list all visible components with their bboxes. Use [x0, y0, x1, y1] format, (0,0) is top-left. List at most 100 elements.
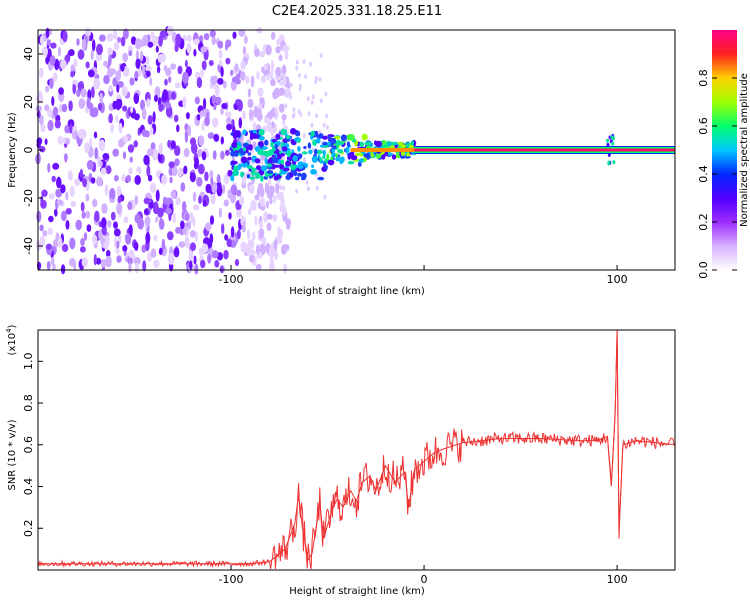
- cluster-blob: [246, 165, 253, 170]
- noise-blob: [189, 172, 196, 183]
- cluster-blob: [355, 152, 361, 157]
- spec-y-tick-label: 40: [22, 47, 35, 61]
- noise-blob: [162, 196, 168, 205]
- noise-blob: [118, 122, 123, 134]
- noise-blob: [286, 220, 291, 230]
- noise-blob: [112, 148, 119, 157]
- noise-blob: [184, 59, 188, 68]
- noise-blob: [214, 84, 220, 97]
- cluster-blob: [297, 139, 301, 144]
- noise-blob: [116, 202, 123, 215]
- cluster-blob: [259, 175, 264, 182]
- cluster-blob: [333, 135, 341, 140]
- cluster-blob: [330, 137, 337, 145]
- noise-blob: [194, 96, 200, 105]
- noise-blob: [60, 184, 66, 194]
- noise-blob: [277, 226, 281, 235]
- cluster-blob: [301, 172, 307, 179]
- noise-blob: [152, 201, 159, 214]
- noise-blob: [161, 238, 166, 251]
- noise-blob: [226, 238, 232, 248]
- noise-blob: [69, 237, 76, 250]
- noise-blob: [270, 59, 274, 72]
- noise-blob: [170, 91, 177, 100]
- noise-blob: [183, 165, 188, 175]
- cluster-blob: [340, 134, 347, 142]
- cluster-blob: [246, 174, 251, 179]
- spec-y-tick-label: 20: [22, 95, 35, 109]
- cluster-blob: [347, 153, 352, 160]
- noise-blob: [122, 105, 128, 112]
- noise-blob: [79, 246, 86, 253]
- noise-blob: [61, 103, 68, 113]
- noise-blob: [116, 84, 120, 93]
- cluster-blob: [274, 175, 282, 179]
- noise-blob: [110, 68, 116, 75]
- cluster-blob: [295, 131, 301, 137]
- cluster-blob: [400, 151, 406, 156]
- noise-blob: [200, 46, 208, 53]
- cluster-blob: [337, 149, 344, 154]
- cluster-blob: [231, 160, 238, 165]
- noise-blob: [103, 74, 110, 85]
- noise-blob: [67, 170, 73, 181]
- spec-y-tick-label: -40: [22, 237, 35, 255]
- noise-blob: [295, 65, 299, 71]
- noise-blob: [256, 71, 260, 80]
- snr-y-tick-label: 0.2: [22, 520, 35, 538]
- noise-blob: [165, 101, 172, 109]
- noise-blob: [117, 98, 123, 109]
- noise-blob: [85, 210, 91, 219]
- cluster-blob: [240, 156, 248, 164]
- noise-blob: [146, 148, 154, 157]
- cluster-blob: [277, 159, 281, 163]
- noise-blob: [86, 97, 91, 109]
- noise-blob: [81, 211, 86, 219]
- noise-blob: [49, 55, 56, 66]
- noise-blob: [105, 255, 112, 268]
- snr-multiplier-exp: 4: [5, 328, 13, 333]
- cluster-blob: [287, 173, 291, 180]
- noise-blob: [269, 71, 274, 79]
- cluster-blob: [335, 156, 340, 162]
- snr-y-tick-label: 0.6: [22, 436, 35, 454]
- noise-blob: [51, 96, 55, 107]
- noise-blob: [107, 47, 113, 56]
- cluster-blob: [346, 141, 350, 148]
- noise-blob: [263, 63, 268, 71]
- noise-blob: [145, 232, 151, 244]
- noise-blob: [60, 59, 67, 70]
- noise-blob: [113, 29, 118, 41]
- noise-blob: [85, 193, 90, 202]
- noise-blob: [275, 184, 280, 195]
- noise-blob: [112, 77, 118, 87]
- noise-blob: [40, 123, 46, 133]
- noise-blob: [149, 182, 157, 193]
- cluster-blob: [406, 152, 411, 157]
- noise-blob: [205, 183, 212, 194]
- noise-blob: [228, 212, 232, 220]
- noise-blob: [77, 128, 85, 139]
- noise-blob: [133, 140, 138, 148]
- noise-blob: [249, 254, 255, 263]
- snr-y-label: SNR (10 * v/v): [7, 419, 18, 490]
- noise-blob: [193, 48, 197, 57]
- cluster-blob: [287, 150, 292, 158]
- noise-blob: [268, 245, 275, 258]
- noise-blob: [108, 113, 113, 124]
- cluster-blob: [336, 139, 340, 147]
- noise-blob: [135, 58, 141, 70]
- noise-blob: [134, 70, 139, 79]
- noise-blob: [319, 53, 323, 59]
- cluster-blob: [381, 154, 386, 160]
- noise-blob: [120, 63, 125, 72]
- noise-blob: [141, 108, 147, 120]
- noise-blob: [218, 49, 223, 59]
- noise-blob: [166, 25, 174, 36]
- cluster-blob: [348, 134, 355, 141]
- noise-blob: [226, 123, 233, 131]
- noise-blob: [202, 199, 207, 207]
- cluster-blob: [307, 142, 312, 149]
- noise-blob: [255, 263, 262, 271]
- noise-blob: [170, 63, 177, 70]
